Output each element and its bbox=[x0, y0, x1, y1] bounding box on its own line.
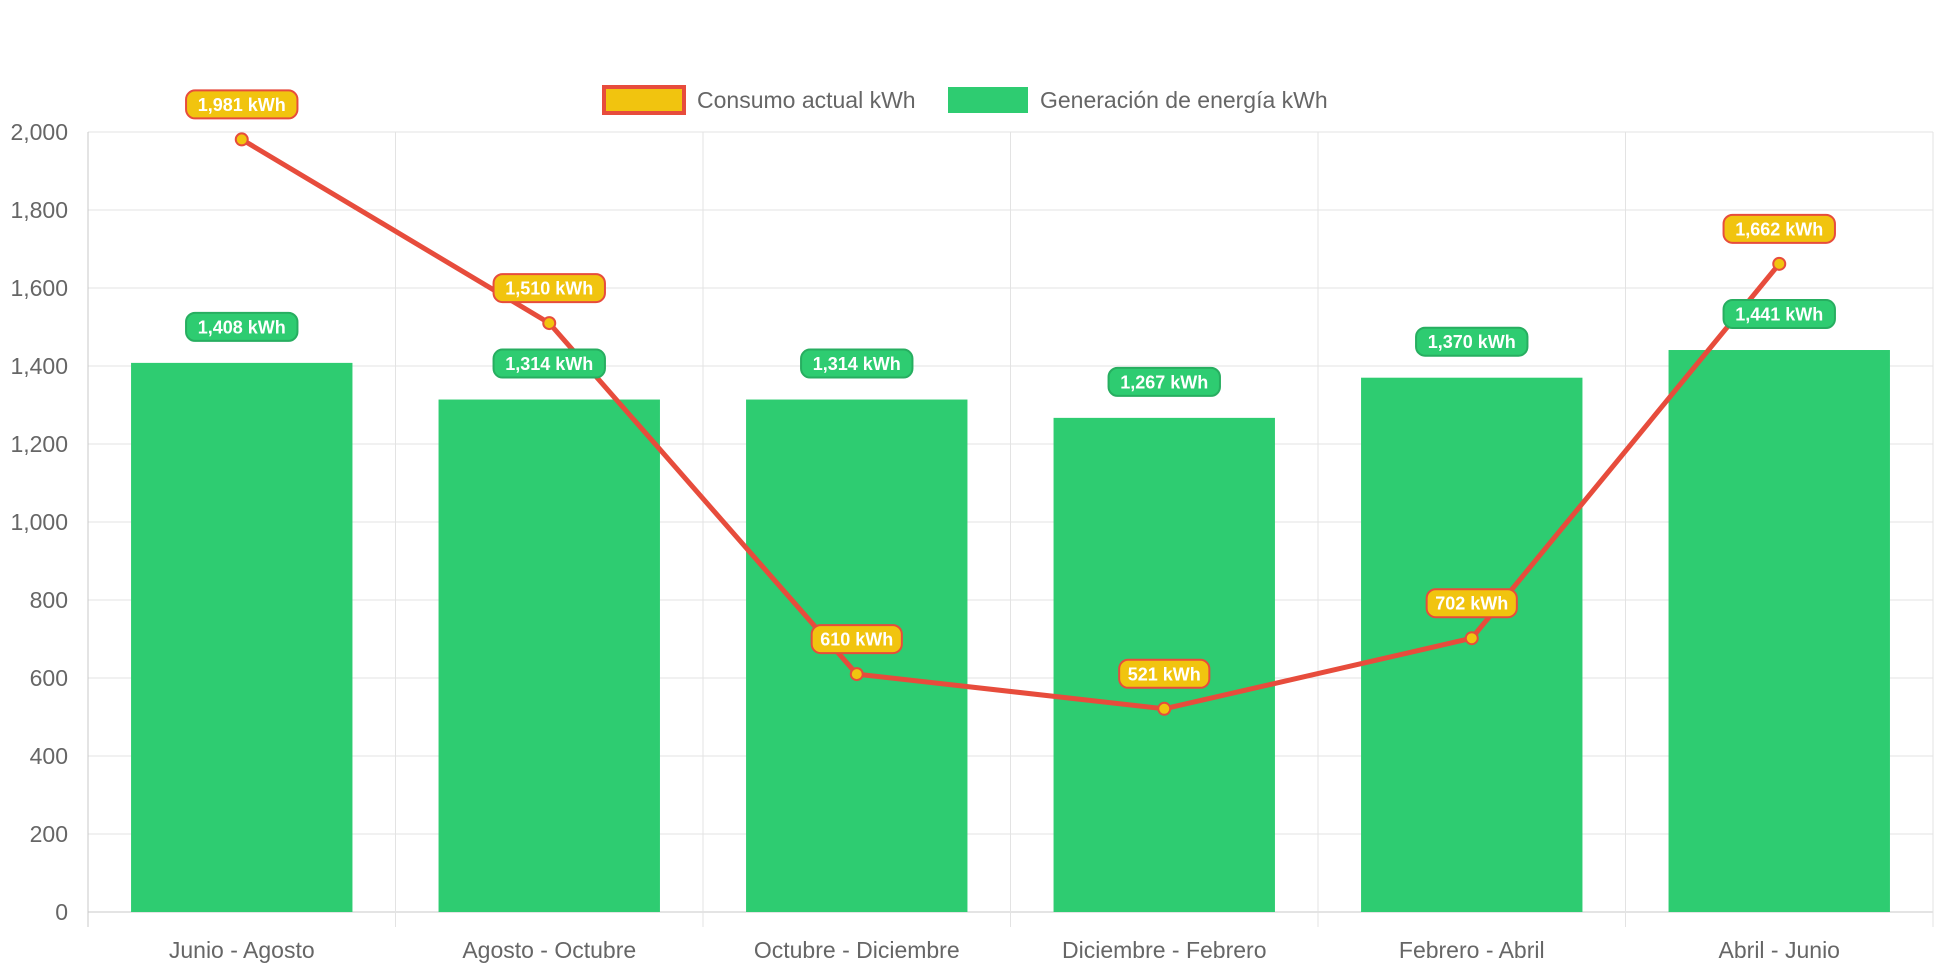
generation-data-label-text: 1,441 kWh bbox=[1735, 305, 1823, 325]
generation-data-label-text: 1,370 kWh bbox=[1428, 332, 1516, 352]
consumption-data-label-text: 702 kWh bbox=[1435, 594, 1508, 614]
generation-bars bbox=[131, 350, 1890, 912]
consumption-data-label: 610 kWh bbox=[810, 624, 903, 655]
x-tick-label: Octubre - Diciembre bbox=[754, 937, 960, 963]
y-tick-label: 200 bbox=[30, 821, 68, 847]
y-tick-label: 400 bbox=[30, 743, 68, 769]
y-tick-label: 1,800 bbox=[10, 197, 68, 223]
generation-data-label-text: 1,314 kWh bbox=[813, 354, 901, 374]
x-tick-label: Febrero - Abril bbox=[1399, 937, 1545, 963]
generation-data-label: 1,370 kWh bbox=[1415, 326, 1529, 357]
y-tick-label: 1,000 bbox=[10, 509, 68, 535]
generation-data-label: 1,441 kWh bbox=[1722, 299, 1836, 330]
generation-data-label-text: 1,408 kWh bbox=[198, 317, 286, 337]
consumption-data-label-text: 1,510 kWh bbox=[505, 279, 593, 299]
x-tick-label: Agosto - Octubre bbox=[462, 937, 636, 963]
consumption-data-label-bg bbox=[185, 89, 299, 120]
generation-data-label-bg bbox=[492, 348, 606, 379]
legend-label-consumption: Consumo actual kWh bbox=[697, 87, 916, 113]
consumption-point[interactable] bbox=[1772, 256, 1787, 271]
y-tick-label: 2,000 bbox=[10, 119, 68, 145]
generation-data-label-bg bbox=[1107, 366, 1221, 397]
generation-bar[interactable] bbox=[438, 399, 660, 912]
consumption-data-label: 1,981 kWh bbox=[185, 89, 299, 120]
y-tick-label: 0 bbox=[55, 899, 68, 925]
consumption-data-label-text: 1,981 kWh bbox=[198, 95, 286, 115]
consumption-point[interactable] bbox=[849, 667, 864, 682]
consumption-point[interactable] bbox=[1157, 701, 1172, 716]
consumption-data-label-text: 610 kWh bbox=[820, 630, 893, 650]
x-tick-label: Diciembre - Febrero bbox=[1062, 937, 1267, 963]
y-tick-label: 1,200 bbox=[10, 431, 68, 457]
legend-label-generation: Generación de energía kWh bbox=[1040, 87, 1328, 113]
legend-swatch-consumption bbox=[602, 85, 686, 115]
consumption-point[interactable] bbox=[1464, 631, 1479, 646]
generation-data-label-bg bbox=[1722, 299, 1836, 330]
consumption-data-label-bg bbox=[1425, 588, 1518, 619]
y-tick-label: 600 bbox=[30, 665, 68, 691]
y-tick-label: 1,600 bbox=[10, 275, 68, 301]
data-labels: 1,408 kWh 1,314 kWh 1,314 kWh 1,267 kWh 1,37… bbox=[185, 89, 1836, 689]
consumption-data-label-text: 1,662 kWh bbox=[1735, 219, 1823, 239]
generation-bar[interactable] bbox=[1668, 350, 1890, 912]
consumption-data-label-bg bbox=[1118, 658, 1211, 689]
generation-data-label-bg bbox=[800, 348, 914, 379]
y-tick-label: 800 bbox=[30, 587, 68, 613]
consumption-data-label-bg bbox=[492, 273, 606, 304]
generation-data-label: 1,267 kWh bbox=[1107, 366, 1221, 397]
legend-swatch-generation bbox=[948, 87, 1028, 113]
generation-data-label: 1,314 kWh bbox=[800, 348, 914, 379]
consumption-data-label-bg bbox=[1722, 213, 1836, 244]
axes: 0 200 400 600 800 1,000 1,200 1,400 1,600 1,800 2,… bbox=[10, 119, 1840, 963]
legend-item-consumption[interactable]: Consumo actual kWh bbox=[602, 85, 916, 115]
consumption-data-label: 1,510 kWh bbox=[492, 273, 606, 304]
y-tick-label: 1,400 bbox=[10, 353, 68, 379]
generation-data-label-text: 1,267 kWh bbox=[1120, 372, 1208, 392]
generation-data-label: 1,408 kWh bbox=[185, 311, 299, 342]
generation-bar[interactable] bbox=[746, 399, 968, 912]
consumption-data-label: 702 kWh bbox=[1425, 588, 1518, 619]
generation-data-label-bg bbox=[1415, 326, 1529, 357]
consumption-data-label: 521 kWh bbox=[1118, 658, 1211, 689]
generation-bar[interactable] bbox=[131, 362, 353, 912]
consumption-point[interactable] bbox=[234, 132, 249, 147]
consumption-data-label: 1,662 kWh bbox=[1722, 213, 1836, 244]
generation-data-label-bg bbox=[185, 311, 299, 342]
legend: Consumo actual kWh Generación de energía … bbox=[602, 85, 1328, 115]
generation-data-label-text: 1,314 kWh bbox=[505, 354, 593, 374]
consumption-data-label-bg bbox=[810, 624, 903, 655]
legend-item-generation[interactable]: Generación de energía kWh bbox=[948, 87, 1328, 113]
x-tick-label: Junio - Agosto bbox=[169, 937, 315, 963]
consumption-point[interactable] bbox=[542, 316, 557, 331]
grid-lines bbox=[87, 131, 1934, 927]
generation-data-label: 1,314 kWh bbox=[492, 348, 606, 379]
x-tick-label: Abril - Junio bbox=[1719, 937, 1840, 963]
consumption-data-label-text: 521 kWh bbox=[1128, 664, 1201, 684]
